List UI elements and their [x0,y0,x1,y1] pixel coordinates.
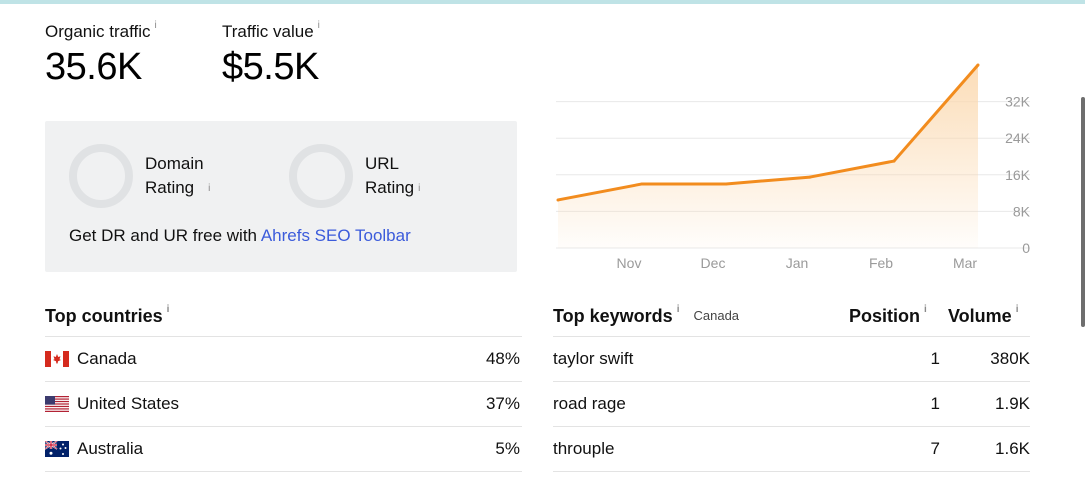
divider [45,336,522,337]
country-share: 48% [485,349,520,368]
top-countries-title: Top countries [45,306,163,326]
x-tick-label: Jan [786,255,809,271]
x-tick-label: Mar [953,255,977,271]
top-accent-bar [0,0,1085,4]
keyword-volume: 380K [990,349,1030,368]
data-point [892,159,896,163]
ahrefs-toolbar-link[interactable]: Ahrefs SEO Toolbar [260,226,411,245]
toolbar-promo: Get DR and UR free with Ahrefs SEO Toolb… [69,226,411,246]
keyword-volume: 1.6K [995,439,1030,458]
rating-panel: Domain Rating i URL Rating i Get DR and UR… [45,121,517,272]
data-point [808,175,812,179]
y-tick-label: 24K [1005,130,1031,146]
organic-traffic-value: 35.6K [45,46,142,88]
divider [553,426,1030,427]
organic-traffic-label: Organic traffic [45,22,151,41]
us-flag-icon [45,396,69,412]
x-tick-label: Nov [617,255,642,271]
data-point [640,182,644,186]
info-icon[interactable]: i [208,183,211,194]
divider [45,471,522,472]
top-countries-header: Top countries i [45,304,170,327]
keyword-volume: 1.9K [995,394,1030,413]
x-tick-label: Dec [701,255,726,271]
data-point [556,198,560,202]
y-tick-label: 8K [1013,203,1031,219]
country-share: 5% [495,439,520,458]
top-keywords-title: Top keywords [553,306,673,326]
divider [553,336,1030,337]
keyword-text: throuple [553,439,615,458]
country-name: United States [77,394,180,413]
keyword-position: 7 [930,439,940,458]
url-rating-ring-icon [289,144,353,208]
country-name: Australia [77,439,144,458]
data-point [976,63,980,67]
info-icon[interactable]: i [676,304,680,315]
promo-text: Get DR and UR free with [69,226,261,245]
data-point [724,182,728,186]
series-area [558,65,978,248]
info-icon[interactable]: i [1015,304,1019,315]
organic-traffic-metric: Organic traffic i 35.6K [45,20,157,89]
divider [45,381,522,382]
keyword-position: 1 [930,349,940,368]
info-icon[interactable]: i [924,304,927,315]
keyword-text: road rage [553,394,626,413]
divider [553,471,1030,472]
country-name: Canada [77,349,137,368]
top-keywords-header: Top keywords i Canada [553,304,740,327]
traffic-value-metric: Traffic value i $5.5K [222,20,320,89]
y-tick-label: 16K [1005,167,1031,183]
traffic-chart-svg: 32K 24K 16K 8K 0 Nov Dec Jan Feb Mar [556,63,1031,271]
info-icon[interactable]: i [166,304,170,315]
domain-rating-ring-icon [69,144,133,208]
info-icon[interactable]: i [418,183,421,194]
info-icon[interactable]: i [154,20,157,31]
traffic-value-label: Traffic value [222,22,314,41]
y-tick-label: 32K [1005,94,1031,110]
info-icon[interactable]: i [317,20,320,31]
canada-flag-icon [45,351,69,367]
volume-column-header[interactable]: Volume i [948,304,1019,326]
australia-flag-icon [45,441,69,457]
keyword-position: 1 [930,394,940,413]
divider [553,381,1030,382]
domain-rating-label: Domain Rating i [145,154,211,197]
country-share: 37% [485,394,520,413]
y-tick-label: 0 [1022,240,1030,256]
traffic-chart: 32K 24K 16K 8K 0 Nov Dec Jan Feb Mar [550,55,1040,280]
keywords-country-label: Canada [693,308,740,323]
scrollbar[interactable] [1081,97,1085,327]
url-rating-label: URL Rating i [365,154,421,197]
series-line [557,64,980,202]
divider [45,426,522,427]
keyword-text: taylor swift [553,349,634,368]
traffic-value-value: $5.5K [222,46,319,88]
position-column-header[interactable]: Position i [849,304,927,326]
x-tick-label: Feb [869,255,893,271]
